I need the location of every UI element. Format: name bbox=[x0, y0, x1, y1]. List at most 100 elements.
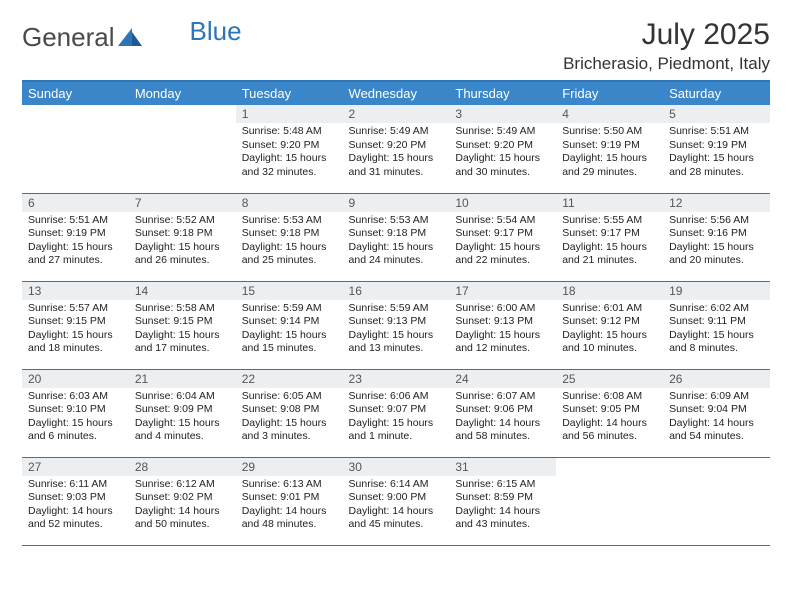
calendar-cell: 25Sunrise: 6:08 AMSunset: 9:05 PMDayligh… bbox=[556, 369, 663, 457]
calendar-cell: 14Sunrise: 5:58 AMSunset: 9:15 PMDayligh… bbox=[129, 281, 236, 369]
day-details: Sunrise: 6:08 AMSunset: 9:05 PMDaylight:… bbox=[556, 388, 663, 449]
weekday-header-row: SundayMondayTuesdayWednesdayThursdayFrid… bbox=[22, 81, 770, 105]
calendar-cell: 6Sunrise: 5:51 AMSunset: 9:19 PMDaylight… bbox=[22, 193, 129, 281]
day-details: Sunrise: 5:52 AMSunset: 9:18 PMDaylight:… bbox=[129, 212, 236, 273]
day-details: Sunrise: 5:51 AMSunset: 9:19 PMDaylight:… bbox=[663, 123, 770, 184]
day-number: 23 bbox=[343, 370, 450, 388]
day-number: 31 bbox=[449, 458, 556, 476]
logo-text-2: Blue bbox=[190, 16, 242, 47]
day-details: Sunrise: 6:04 AMSunset: 9:09 PMDaylight:… bbox=[129, 388, 236, 449]
calendar-cell: 10Sunrise: 5:54 AMSunset: 9:17 PMDayligh… bbox=[449, 193, 556, 281]
day-number: 30 bbox=[343, 458, 450, 476]
weekday-header: Monday bbox=[129, 81, 236, 105]
day-details: Sunrise: 6:15 AMSunset: 8:59 PMDaylight:… bbox=[449, 476, 556, 537]
day-number: 17 bbox=[449, 282, 556, 300]
weekday-header: Friday bbox=[556, 81, 663, 105]
day-number: 19 bbox=[663, 282, 770, 300]
calendar-cell: 30Sunrise: 6:14 AMSunset: 9:00 PMDayligh… bbox=[343, 457, 450, 545]
calendar-cell: 18Sunrise: 6:01 AMSunset: 9:12 PMDayligh… bbox=[556, 281, 663, 369]
day-number: 10 bbox=[449, 194, 556, 212]
calendar-cell: 21Sunrise: 6:04 AMSunset: 9:09 PMDayligh… bbox=[129, 369, 236, 457]
day-details: Sunrise: 5:55 AMSunset: 9:17 PMDaylight:… bbox=[556, 212, 663, 273]
calendar-cell: 19Sunrise: 6:02 AMSunset: 9:11 PMDayligh… bbox=[663, 281, 770, 369]
day-number: 6 bbox=[22, 194, 129, 212]
calendar-cell: 16Sunrise: 5:59 AMSunset: 9:13 PMDayligh… bbox=[343, 281, 450, 369]
day-number: 15 bbox=[236, 282, 343, 300]
day-number: 4 bbox=[556, 105, 663, 123]
calendar-cell: 24Sunrise: 6:07 AMSunset: 9:06 PMDayligh… bbox=[449, 369, 556, 457]
day-details: Sunrise: 5:58 AMSunset: 9:15 PMDaylight:… bbox=[129, 300, 236, 361]
day-details: Sunrise: 5:48 AMSunset: 9:20 PMDaylight:… bbox=[236, 123, 343, 184]
day-number: 8 bbox=[236, 194, 343, 212]
day-number: 2 bbox=[343, 105, 450, 123]
weekday-header: Sunday bbox=[22, 81, 129, 105]
day-details: Sunrise: 5:50 AMSunset: 9:19 PMDaylight:… bbox=[556, 123, 663, 184]
calendar-cell: 22Sunrise: 6:05 AMSunset: 9:08 PMDayligh… bbox=[236, 369, 343, 457]
calendar-cell: 23Sunrise: 6:06 AMSunset: 9:07 PMDayligh… bbox=[343, 369, 450, 457]
day-number: 20 bbox=[22, 370, 129, 388]
calendar-cell: 3Sunrise: 5:49 AMSunset: 9:20 PMDaylight… bbox=[449, 105, 556, 193]
page-title: July 2025 bbox=[563, 18, 770, 52]
logo-icon bbox=[118, 22, 144, 53]
calendar-cell: 26Sunrise: 6:09 AMSunset: 9:04 PMDayligh… bbox=[663, 369, 770, 457]
day-details: Sunrise: 5:53 AMSunset: 9:18 PMDaylight:… bbox=[343, 212, 450, 273]
day-details: Sunrise: 6:06 AMSunset: 9:07 PMDaylight:… bbox=[343, 388, 450, 449]
calendar-cell: 20Sunrise: 6:03 AMSunset: 9:10 PMDayligh… bbox=[22, 369, 129, 457]
calendar-cell: . bbox=[22, 105, 129, 193]
location: Bricherasio, Piedmont, Italy bbox=[563, 54, 770, 74]
day-number: 22 bbox=[236, 370, 343, 388]
day-details: Sunrise: 5:56 AMSunset: 9:16 PMDaylight:… bbox=[663, 212, 770, 273]
calendar-cell: . bbox=[556, 457, 663, 545]
calendar-cell: . bbox=[129, 105, 236, 193]
weekday-header: Tuesday bbox=[236, 81, 343, 105]
weekday-header: Wednesday bbox=[343, 81, 450, 105]
weekday-header: Thursday bbox=[449, 81, 556, 105]
weekday-header: Saturday bbox=[663, 81, 770, 105]
day-details: Sunrise: 5:57 AMSunset: 9:15 PMDaylight:… bbox=[22, 300, 129, 361]
calendar-row: . . 1Sunrise: 5:48 AMSunset: 9:20 PMDayl… bbox=[22, 105, 770, 193]
day-number: 28 bbox=[129, 458, 236, 476]
day-number: 26 bbox=[663, 370, 770, 388]
day-number: 16 bbox=[343, 282, 450, 300]
day-details: Sunrise: 6:02 AMSunset: 9:11 PMDaylight:… bbox=[663, 300, 770, 361]
day-details: Sunrise: 6:09 AMSunset: 9:04 PMDaylight:… bbox=[663, 388, 770, 449]
calendar-cell: 5Sunrise: 5:51 AMSunset: 9:19 PMDaylight… bbox=[663, 105, 770, 193]
day-details: Sunrise: 6:00 AMSunset: 9:13 PMDaylight:… bbox=[449, 300, 556, 361]
day-details: Sunrise: 5:54 AMSunset: 9:17 PMDaylight:… bbox=[449, 212, 556, 273]
day-number: 11 bbox=[556, 194, 663, 212]
calendar-cell: 12Sunrise: 5:56 AMSunset: 9:16 PMDayligh… bbox=[663, 193, 770, 281]
calendar-cell: 2Sunrise: 5:49 AMSunset: 9:20 PMDaylight… bbox=[343, 105, 450, 193]
calendar-row: 27Sunrise: 6:11 AMSunset: 9:03 PMDayligh… bbox=[22, 457, 770, 545]
calendar: SundayMondayTuesdayWednesdayThursdayFrid… bbox=[22, 80, 770, 546]
header: General Blue July 2025 Bricherasio, Pied… bbox=[22, 18, 770, 74]
day-details: Sunrise: 6:07 AMSunset: 9:06 PMDaylight:… bbox=[449, 388, 556, 449]
calendar-cell: 9Sunrise: 5:53 AMSunset: 9:18 PMDaylight… bbox=[343, 193, 450, 281]
day-details: Sunrise: 5:53 AMSunset: 9:18 PMDaylight:… bbox=[236, 212, 343, 273]
calendar-cell: 7Sunrise: 5:52 AMSunset: 9:18 PMDaylight… bbox=[129, 193, 236, 281]
logo-text-1: General bbox=[22, 22, 115, 53]
day-number: 13 bbox=[22, 282, 129, 300]
day-details: Sunrise: 6:14 AMSunset: 9:00 PMDaylight:… bbox=[343, 476, 450, 537]
calendar-row: 20Sunrise: 6:03 AMSunset: 9:10 PMDayligh… bbox=[22, 369, 770, 457]
day-details: Sunrise: 6:01 AMSunset: 9:12 PMDaylight:… bbox=[556, 300, 663, 361]
day-details: Sunrise: 6:13 AMSunset: 9:01 PMDaylight:… bbox=[236, 476, 343, 537]
day-details: Sunrise: 5:59 AMSunset: 9:13 PMDaylight:… bbox=[343, 300, 450, 361]
calendar-cell: 15Sunrise: 5:59 AMSunset: 9:14 PMDayligh… bbox=[236, 281, 343, 369]
calendar-cell: . bbox=[663, 457, 770, 545]
day-number: 29 bbox=[236, 458, 343, 476]
calendar-cell: 13Sunrise: 5:57 AMSunset: 9:15 PMDayligh… bbox=[22, 281, 129, 369]
calendar-cell: 8Sunrise: 5:53 AMSunset: 9:18 PMDaylight… bbox=[236, 193, 343, 281]
day-number: 24 bbox=[449, 370, 556, 388]
day-details: Sunrise: 5:51 AMSunset: 9:19 PMDaylight:… bbox=[22, 212, 129, 273]
day-number: 27 bbox=[22, 458, 129, 476]
day-number: 5 bbox=[663, 105, 770, 123]
day-number: 3 bbox=[449, 105, 556, 123]
day-details: Sunrise: 6:03 AMSunset: 9:10 PMDaylight:… bbox=[22, 388, 129, 449]
day-number: 9 bbox=[343, 194, 450, 212]
day-details: Sunrise: 6:11 AMSunset: 9:03 PMDaylight:… bbox=[22, 476, 129, 537]
day-number: 14 bbox=[129, 282, 236, 300]
calendar-cell: 28Sunrise: 6:12 AMSunset: 9:02 PMDayligh… bbox=[129, 457, 236, 545]
day-details: Sunrise: 5:49 AMSunset: 9:20 PMDaylight:… bbox=[343, 123, 450, 184]
calendar-cell: 11Sunrise: 5:55 AMSunset: 9:17 PMDayligh… bbox=[556, 193, 663, 281]
day-number: 25 bbox=[556, 370, 663, 388]
